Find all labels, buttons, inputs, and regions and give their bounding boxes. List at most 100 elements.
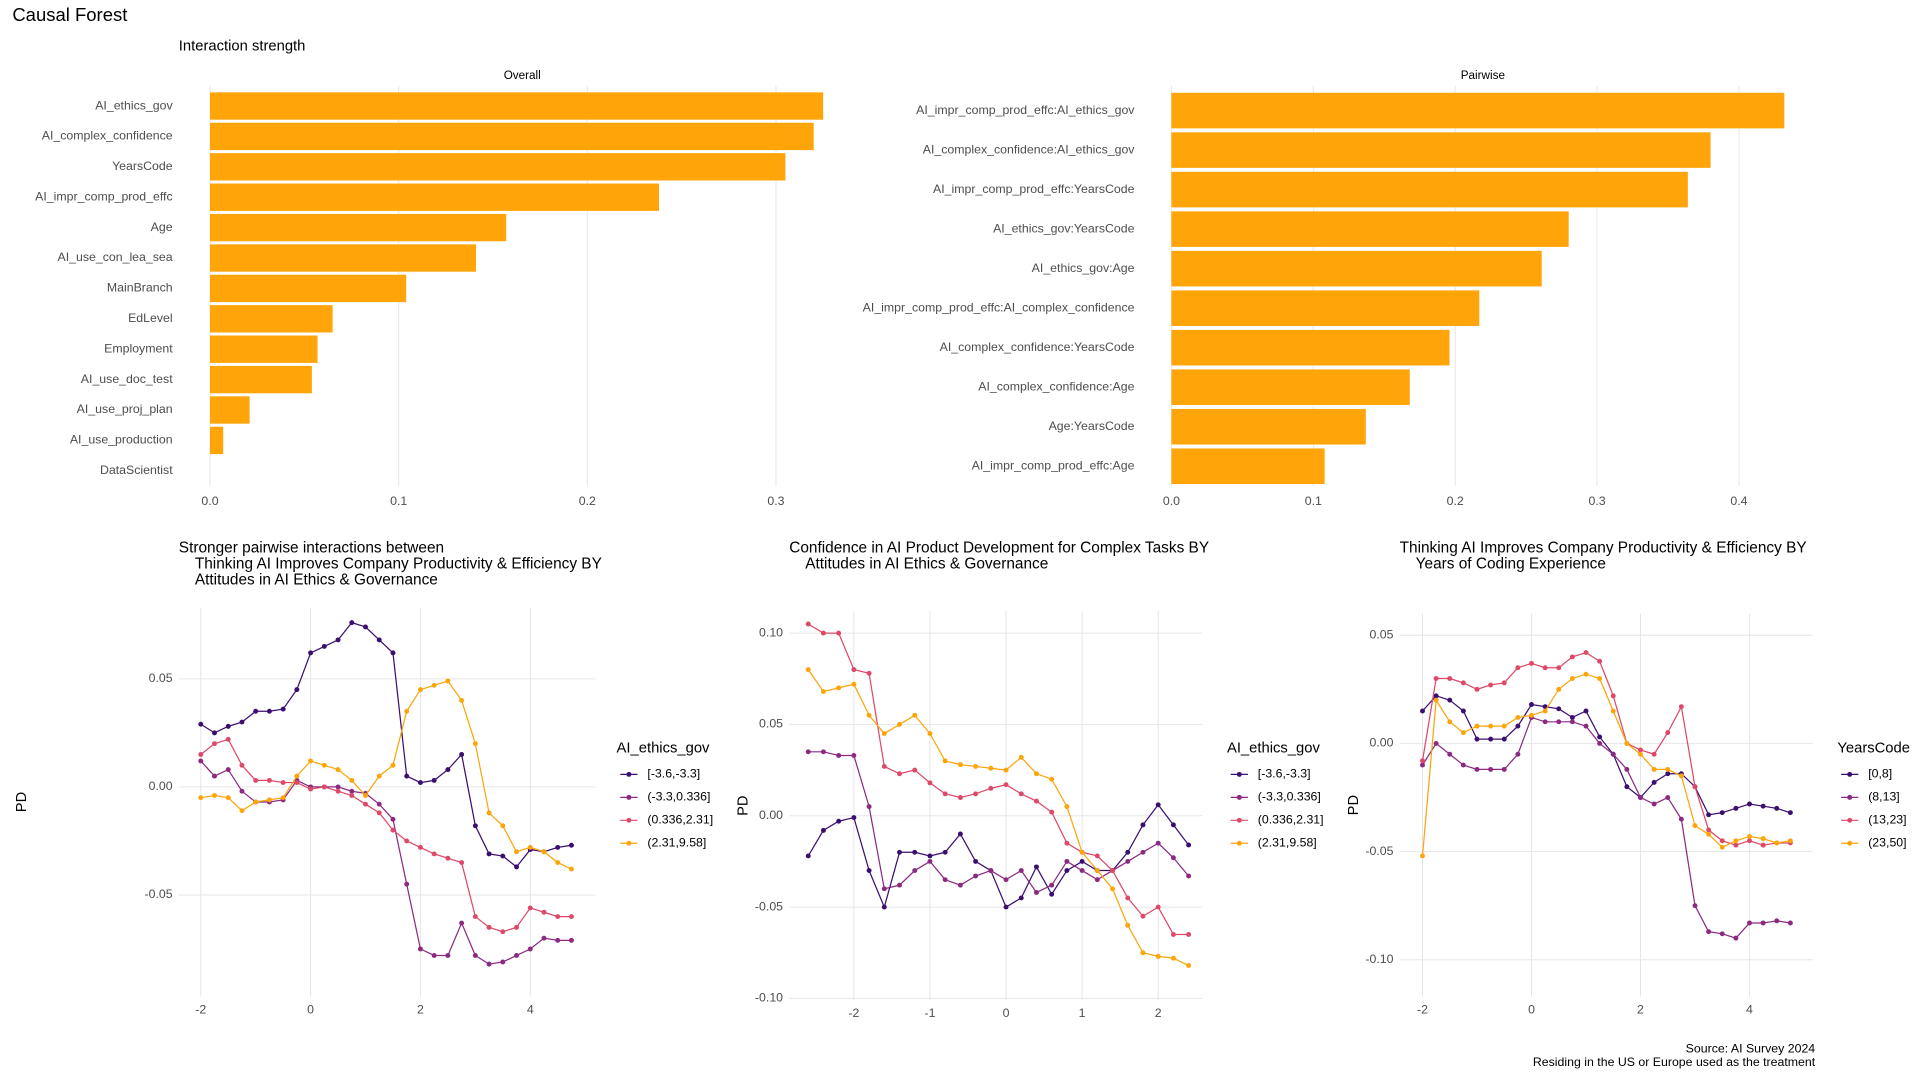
point [1140,822,1146,828]
point [363,801,368,807]
point [280,706,286,712]
point [417,946,423,952]
point [225,767,231,773]
x-tick-label: 0.0 [1163,494,1180,508]
point [294,780,300,786]
point [1610,708,1616,714]
point [866,868,872,873]
point [321,784,327,790]
point [321,643,327,649]
point [349,620,355,626]
legend-swatch [626,771,632,777]
point [1747,838,1752,844]
point [1556,665,1562,671]
point [1125,858,1131,864]
x-tick-label: 2 [1155,1006,1162,1020]
point [1597,740,1603,746]
point [1569,654,1575,660]
point [527,905,533,911]
y-tick-label: -0.10 [755,991,783,1005]
bar [1171,250,1542,287]
series-line [1422,695,1791,816]
point [225,795,231,801]
series-line [200,621,572,868]
point [805,853,811,859]
legend-label: (8,13] [1868,790,1900,804]
y-tick-label: Age [151,220,173,234]
point [1733,805,1739,811]
point [973,763,979,769]
bar [1171,448,1325,485]
point [1018,895,1024,901]
point [988,765,994,771]
point [212,730,217,736]
point [1460,708,1466,714]
point [1433,697,1439,703]
point [212,741,217,747]
y-axis-label: PD [735,795,751,815]
point [1569,719,1575,725]
point [1079,858,1085,864]
point [957,795,963,800]
point [1186,873,1192,879]
point [1501,766,1507,772]
point [1774,840,1780,846]
legend-swatch [1236,771,1242,777]
point [514,864,519,870]
chart-title: Thinking AI Improves Company Productivit… [195,556,602,573]
point [431,777,437,783]
series-line [200,738,572,933]
point [445,953,451,958]
y-tick-label: EdLevel [128,311,173,325]
point [555,914,561,920]
point [1447,676,1453,681]
y-tick-label: AI_use_con_lea_sea [57,250,172,264]
point [1094,853,1100,859]
y-tick-label: AI_complex_confidence:YearsCode [940,340,1135,354]
y-tick-label: -0.05 [145,887,173,901]
point [500,959,506,965]
x-tick-label: 4 [527,1002,534,1016]
point [1094,868,1100,873]
point [866,712,872,718]
point [198,721,204,727]
y-tick-label: AI_impr_comp_prod_effc:AI_complex_confid… [863,300,1135,314]
point [1140,913,1146,919]
point [1018,868,1024,873]
point [445,767,451,773]
point [1760,920,1766,926]
x-tick-label: -2 [1417,1002,1428,1016]
bar [1171,329,1450,366]
point [472,953,478,958]
point [363,793,368,798]
point [1624,784,1630,790]
point [851,815,857,821]
chart-title: Stronger pairwise interactions between [179,540,444,557]
point [1719,844,1725,850]
point [1556,719,1562,725]
bar [210,365,312,394]
point [280,795,286,801]
point [500,929,506,935]
point [1624,740,1630,746]
point [1719,838,1725,844]
y-tick-label: MainBranch [107,281,173,295]
legend-label: (2.31,9.58] [1258,836,1317,850]
y-tick-label: 0.00 [1369,736,1393,750]
y-tick-label: AI_complex_confidence:AI_ethics_gov [923,142,1136,156]
point [404,708,410,714]
point [1774,918,1780,924]
point [912,849,918,855]
point [1760,836,1766,842]
bar [210,122,814,151]
x-tick-label: 0.1 [390,494,407,508]
point [541,849,547,855]
point [1706,831,1712,837]
point [1064,858,1070,864]
point [431,851,437,857]
point [1760,842,1766,848]
chart-title: Attitudes in AI Ethics & Governance [195,572,438,589]
point [942,791,948,797]
legend-label: [-3.6,-3.3] [647,767,700,781]
y-tick-label: 0.05 [149,671,173,685]
